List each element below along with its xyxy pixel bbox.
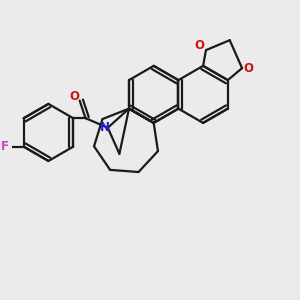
Text: O: O xyxy=(243,61,253,75)
Text: F: F xyxy=(1,140,9,153)
Text: O: O xyxy=(70,90,80,103)
Text: O: O xyxy=(195,39,205,52)
Text: N: N xyxy=(100,121,110,134)
